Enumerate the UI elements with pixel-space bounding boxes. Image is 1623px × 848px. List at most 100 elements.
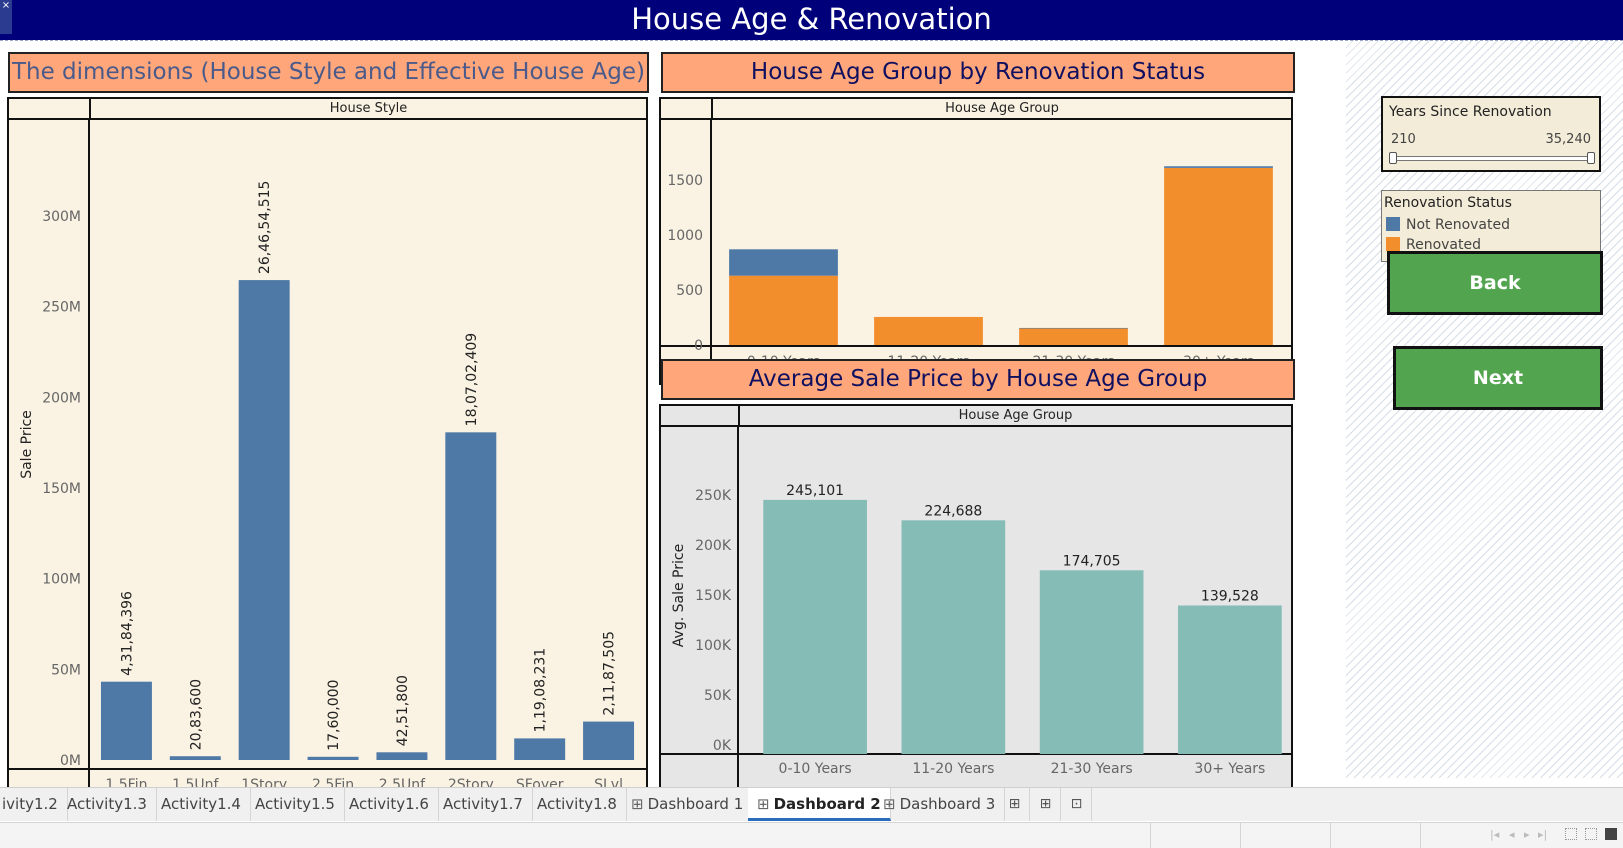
avg-sale-price-bar-chart: 0K 50K 100K 150K 200K 250K Avg. Sale Price 245,… <box>661 427 1291 791</box>
y-tick-label: 1500 <box>667 173 703 189</box>
y-tick-label: 1000 <box>667 228 703 244</box>
years-since-renovation-filter[interactable]: Years Since Renovation 210 35,240 <box>1381 96 1601 172</box>
bottom-right-panel-title: Average Sale Price by House Age Group <box>661 359 1295 400</box>
last-sheet-icon[interactable]: ▸| <box>1538 828 1548 841</box>
next-button[interactable]: Next <box>1393 346 1603 410</box>
y-axis-title: Sale Price <box>19 410 35 479</box>
data-label: 42,51,800 <box>395 675 411 746</box>
tab-activity1-4[interactable]: Activity1.4 <box>152 788 251 821</box>
renovation-status-chart[interactable]: House Age Group 0500100015000-10 Years11… <box>659 97 1293 385</box>
y-tick-label: 100K <box>695 638 732 654</box>
bar-30+ Years <box>1178 605 1282 754</box>
grid-view-icon[interactable] <box>1565 828 1577 840</box>
y-tick-label: 250K <box>695 488 732 504</box>
house-style-bar-chart: 0M 50M 100M 150M 200M 250M 300M Sale Price 4,31,… <box>9 120 646 791</box>
y-tick-label: 150M <box>42 481 81 497</box>
new-dashboard-icon[interactable]: ⊞ <box>1031 788 1061 821</box>
tab-label: Activity1.3 <box>67 795 147 813</box>
bar-segment-renovated <box>874 316 983 345</box>
tab-dashboard-2[interactable]: ⊞ Dashboard 2 <box>748 788 891 821</box>
next-sheet-icon[interactable]: ▸ <box>1524 828 1530 841</box>
bar-segment-not-renovated <box>729 249 838 276</box>
left-panel-title: The dimensions (House Style and Effectiv… <box>8 52 649 93</box>
legend-item-not-renovated[interactable]: Not Renovated <box>1386 217 1510 233</box>
x-category-label: 30+ Years <box>1194 761 1265 777</box>
tab-activity1-2[interactable]: ivity1.2 <box>0 788 68 821</box>
tab-dashboard-1[interactable]: ⊞ Dashboard 1 <box>622 788 754 821</box>
bar-2Story <box>445 432 497 760</box>
bar-segment-not-renovated <box>1019 327 1128 329</box>
data-label: 4,31,84,396 <box>119 591 135 676</box>
tab-label: Activity1.4 <box>161 795 241 813</box>
tab-activity1-3[interactable]: Activity1.3 <box>58 788 157 821</box>
tab-activity1-8[interactable]: Activity1.8 <box>528 788 627 821</box>
y-tick-label: 200M <box>42 390 81 406</box>
data-label: 17,60,000 <box>326 680 342 751</box>
tab-label: Activity1.8 <box>537 795 617 813</box>
range-slider-max-handle[interactable] <box>1587 152 1595 164</box>
bar-21-30 Years <box>1039 570 1144 754</box>
y-tick-label: 0 <box>694 338 703 354</box>
range-slider-min-handle[interactable] <box>1389 152 1397 164</box>
y-tick-label: 50M <box>51 662 81 678</box>
film-strip-icon[interactable] <box>1585 828 1597 840</box>
tab-dashboard-3[interactable]: ⊞ Dashboard 3 <box>874 788 1006 821</box>
data-label: 20,83,600 <box>188 679 204 750</box>
top-right-panel-title: House Age Group by Renovation Status <box>661 52 1295 93</box>
prev-sheet-icon[interactable]: ◂ <box>1509 828 1515 841</box>
new-worksheet-icon[interactable]: ⊞ <box>1000 788 1030 821</box>
bar-1.5Fin <box>100 681 152 760</box>
dashboard-icon: ⊞ <box>883 795 896 813</box>
tab-activity1-7[interactable]: Activity1.7 <box>434 788 533 821</box>
tab-label: Dashboard 2 <box>773 795 881 813</box>
bar-11-20 Years <box>901 520 1006 754</box>
dashboard-icon: ⊞ <box>757 795 770 813</box>
bar-SLvl <box>583 721 635 760</box>
header-corner <box>661 406 738 427</box>
collapse-icon[interactable]: × <box>0 0 12 34</box>
bar-segment-renovated <box>1019 328 1128 345</box>
tab-label: Dashboard 3 <box>899 795 996 813</box>
bar-1Story <box>238 280 290 760</box>
sheet-tab-bar: ivity1.2 Activity1.3 Activity1.4 Activit… <box>0 787 1623 821</box>
data-label: 245,101 <box>786 483 844 499</box>
y-tick-label: 150K <box>695 588 732 604</box>
y-tick-label: 500 <box>676 283 703 299</box>
data-label: 26,46,54,515 <box>257 181 273 275</box>
new-story-icon[interactable]: ⊡ <box>1062 788 1092 821</box>
y-tick-label: 200K <box>695 538 732 554</box>
range-slider-track[interactable] <box>1393 156 1591 161</box>
column-header-house-age-group: House Age Group <box>738 406 1291 427</box>
tab-view-icon[interactable] <box>1605 828 1617 840</box>
data-label: 174,705 <box>1063 553 1121 569</box>
tab-label: Dashboard 1 <box>647 795 744 813</box>
status-divider <box>1150 823 1151 848</box>
legend-swatch <box>1386 237 1400 251</box>
renovation-status-legend: Renovation Status Not Renovated Renovate… <box>1381 190 1601 262</box>
bar-2.5Fin <box>307 756 359 760</box>
filter-max-value: 35,240 <box>1545 132 1592 147</box>
house-style-chart[interactable]: House Style 0M 50M 100M 150M 200M 250M 300M Sal… <box>7 97 648 793</box>
data-label: 18,07,02,409 <box>464 333 480 427</box>
avg-sale-price-chart[interactable]: House Age Group 0K 50K 100K 150K 200K 250K Avg… <box>659 404 1293 793</box>
tab-label: Activity1.6 <box>349 795 429 813</box>
filter-min-value: 210 <box>1391 132 1416 147</box>
renovation-stacked-bar-chart: 0500100015000-10 Years11-20 Years21-30 Y… <box>661 120 1291 383</box>
dashboard-title-bar: × House Age & Renovation <box>0 0 1623 40</box>
x-category-label: 0-10 Years <box>779 761 852 777</box>
y-tick-label: 300M <box>42 209 81 225</box>
x-category-label: 21-30 Years <box>1051 761 1133 777</box>
dashboard-canvas: The dimensions (House Style and Effectiv… <box>0 40 1623 793</box>
back-button[interactable]: Back <box>1387 251 1603 315</box>
status-divider <box>1240 823 1241 848</box>
y-tick-label: 100M <box>42 572 81 588</box>
legend-item-renovated[interactable]: Renovated <box>1386 237 1481 253</box>
dashboard-title: House Age & Renovation <box>631 2 992 36</box>
y-axis-title: Avg. Sale Price <box>671 544 687 647</box>
bar-segment-renovated <box>1164 167 1273 345</box>
tab-activity1-5[interactable]: Activity1.5 <box>246 788 345 821</box>
divider <box>0 40 1623 42</box>
tab-activity1-6[interactable]: Activity1.6 <box>340 788 439 821</box>
bar-2.5Unf <box>376 752 428 760</box>
first-sheet-icon[interactable]: |◂ <box>1490 828 1500 841</box>
